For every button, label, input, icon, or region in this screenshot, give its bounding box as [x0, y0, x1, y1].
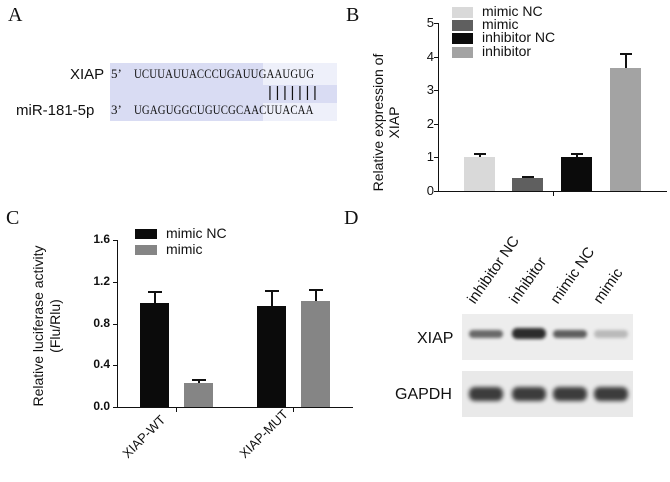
chart-c-error-bar: [314, 289, 317, 301]
chart-b-bar: [464, 157, 495, 191]
blot-band-gapdh: [594, 387, 628, 401]
chart-b-bar: [610, 68, 641, 191]
legend-swatch: [452, 20, 473, 32]
mirna-sequence: UGAGUGGCUGUCGCAACUUACAA: [134, 103, 314, 117]
blot-lane-label: inhibitor: [506, 254, 551, 307]
legend-label: mimic NC: [166, 225, 227, 241]
chart-c-ytick-label: 0.4: [93, 357, 110, 372]
blot-band-gapdh: [553, 387, 587, 401]
chart-b-y-axis: [438, 23, 439, 192]
chart-b-ytick-label: 4: [426, 48, 434, 64]
chart-c-x-tick: [176, 407, 177, 412]
chart-c-bar: [184, 382, 213, 407]
chart-c-bar: [140, 302, 169, 407]
chart-b-error-bar: [575, 153, 578, 158]
legend-label: inhibitor: [482, 42, 532, 59]
chart-c-ytick-mark: [113, 281, 117, 283]
xiap-sequence: UCUUAUUACCCUGAUUGAAUGUG: [134, 67, 315, 81]
chart-b-error-bar: [624, 52, 627, 69]
chart-b-ytick-mark: [434, 23, 438, 24]
chart-c-ytick-label: 1.6: [93, 232, 110, 246]
chart-c-y-axis: [117, 240, 118, 408]
chart-c-error-bar: [197, 378, 200, 383]
panel-label-a: A: [8, 4, 23, 26]
panel-label-b: B: [346, 4, 360, 26]
chart-c-x-axis: [117, 407, 353, 408]
chart-b-error-cap: [473, 153, 486, 156]
chart-c-error-cap: [264, 290, 279, 293]
chart-c-ytick-label: 1.2: [93, 273, 110, 288]
chart-c-ytick-mark: [113, 407, 117, 408]
legend-label: mimic: [482, 16, 519, 33]
blot-row-label-gapdh: GAPDH: [395, 386, 452, 403]
chart-b-ylabel: Relative expression of XIAP: [370, 53, 402, 192]
chart-c-xtick-label: XIAP-WT: [119, 412, 169, 461]
chart-c-error-bar: [153, 291, 156, 303]
xiap-gene-label: XIAP: [70, 66, 105, 83]
chart-c-error-cap: [147, 291, 162, 294]
chart-b-ytick-mark: [434, 90, 438, 92]
chart-b-ytick-mark: [434, 157, 438, 159]
chart-b-error-cap: [619, 52, 632, 55]
chart-b-ytick-label: 1: [426, 149, 434, 165]
chart-c-ytick-mark: [113, 323, 117, 325]
blot-row-label-xiap: XIAP: [417, 330, 454, 347]
legend-swatch: [135, 229, 157, 239]
chart-b-bar: [512, 177, 543, 191]
seed-highlight-bottom: [263, 103, 337, 121]
chart-b-x-axis: [438, 191, 667, 192]
chart-c-error-bar: [270, 290, 273, 306]
chart-b-ytick-mark: [434, 123, 438, 125]
blot-lane-label: mimic: [590, 265, 627, 307]
seed-highlight-top: [263, 63, 337, 85]
chart-c-ylabel: Relative luciferase activity (Flu/Rlu): [30, 245, 63, 407]
blot-band-gapdh: [512, 387, 546, 401]
legend-swatch: [452, 33, 473, 45]
chart-c-error-cap: [191, 378, 206, 381]
mirna-label: miR-181-5p: [16, 102, 95, 119]
chart-b-ytick-mark: [434, 56, 438, 58]
blot-band-xiap: [553, 330, 587, 338]
chart-c-x-tick: [293, 407, 294, 412]
blot-band-xiap: [512, 328, 546, 339]
legend-label: mimic NC: [482, 3, 543, 19]
chart-b-ytick-label: 0: [426, 183, 434, 198]
panel-label-d: D: [344, 207, 359, 229]
legend-swatch: [135, 245, 157, 255]
chart-b-ytick-mark: [434, 191, 438, 192]
legend-swatch: [452, 46, 473, 58]
chart-c-ytick-mark: [113, 365, 117, 367]
chart-b-ytick-label: 2: [426, 115, 434, 131]
base-pairing: |||||||: [268, 84, 321, 101]
chart-b-error-cap: [521, 175, 534, 178]
chart-b-bar: [561, 157, 592, 191]
three-prime-label: 3’: [111, 102, 122, 117]
chart-b-ytick-label: 5: [426, 15, 434, 30]
chart-b-x-tick: [553, 191, 554, 196]
chart-b-error-cap: [570, 153, 583, 156]
chart-c-ytick-mark: [113, 240, 117, 241]
panel-label-c: C: [6, 207, 20, 229]
chart-c-bar: [257, 305, 286, 407]
blot-band-gapdh: [469, 387, 503, 401]
legend-swatch: [452, 7, 473, 18]
blot-band-xiap: [594, 330, 628, 338]
blot-band-xiap: [469, 330, 503, 338]
chart-b-ytick-label: 3: [426, 82, 434, 98]
chart-c-bar: [301, 300, 330, 407]
chart-c-xtick-label: XIAP-MUT: [236, 406, 291, 461]
legend-label: inhibitor NC: [482, 29, 556, 46]
five-prime-label: 5’: [111, 66, 122, 81]
legend-label: mimic: [166, 241, 203, 257]
chart-b-error-bar: [478, 153, 481, 158]
chart-c-error-cap: [308, 289, 323, 292]
chart-c-ytick-label: 0.0: [93, 399, 110, 413]
chart-c-ytick-label: 0.8: [93, 315, 110, 330]
